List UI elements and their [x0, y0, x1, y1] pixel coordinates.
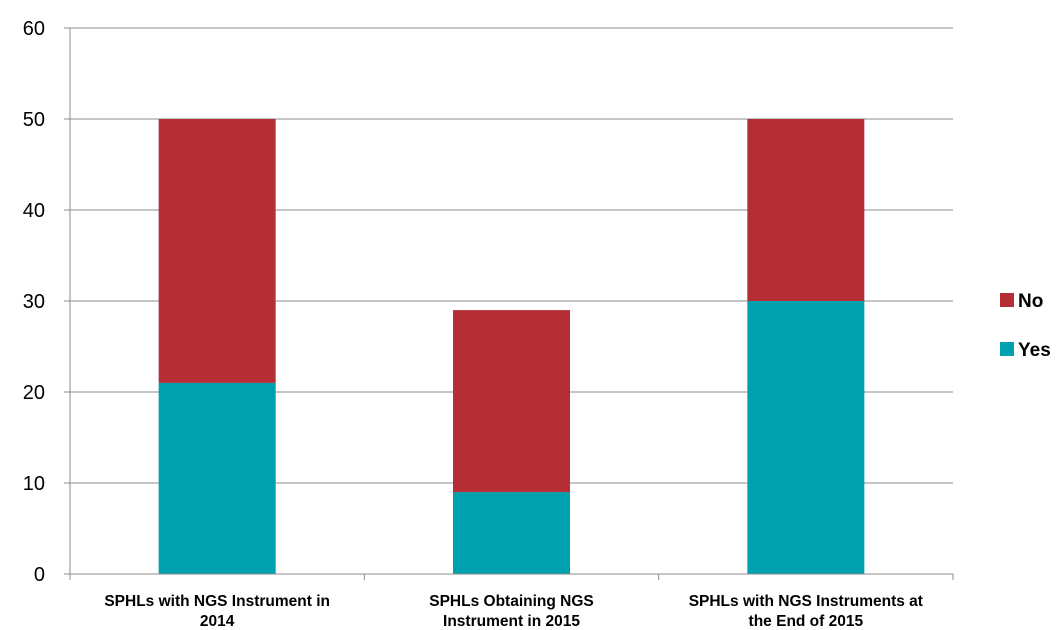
axes: [64, 27, 954, 580]
legend-swatch-no: [1000, 293, 1014, 307]
legend-swatch-yes: [1000, 342, 1014, 356]
y-tick-label: 50: [23, 109, 45, 131]
bar-yes-1: [453, 492, 570, 574]
bars: [158, 119, 865, 574]
x-category-label: SPHLs with NGS Instruments at: [689, 593, 923, 610]
bar-no-1: [453, 310, 570, 493]
x-category-label: SPHLs with NGS Instrument in: [104, 593, 330, 610]
bar-no-2: [747, 119, 865, 301]
bar-no-0: [158, 119, 276, 383]
bar-yes-0: [158, 382, 276, 574]
y-tick-label: 0: [34, 564, 45, 586]
x-category-label: 2014: [200, 613, 235, 630]
legend-label-no: No: [1018, 291, 1043, 312]
legend: No Yes: [1000, 291, 1051, 361]
x-category-label: SPHLs Obtaining NGS: [429, 593, 593, 610]
y-tick-label: 60: [23, 18, 45, 40]
y-tick-label: 30: [23, 291, 45, 313]
legend-label-yes: Yes: [1018, 340, 1051, 361]
bar-yes-2: [747, 301, 865, 574]
x-category-label: Instrument in 2015: [443, 613, 580, 630]
labels: 0 10 20 30 40 50 60 SPHLs with NGS Instrument i…: [23, 18, 923, 630]
y-tick-label: 10: [23, 473, 45, 495]
y-tick-label: 20: [23, 382, 45, 404]
x-category-label: the End of 2015: [749, 613, 864, 630]
y-tick-label: 40: [23, 200, 45, 222]
